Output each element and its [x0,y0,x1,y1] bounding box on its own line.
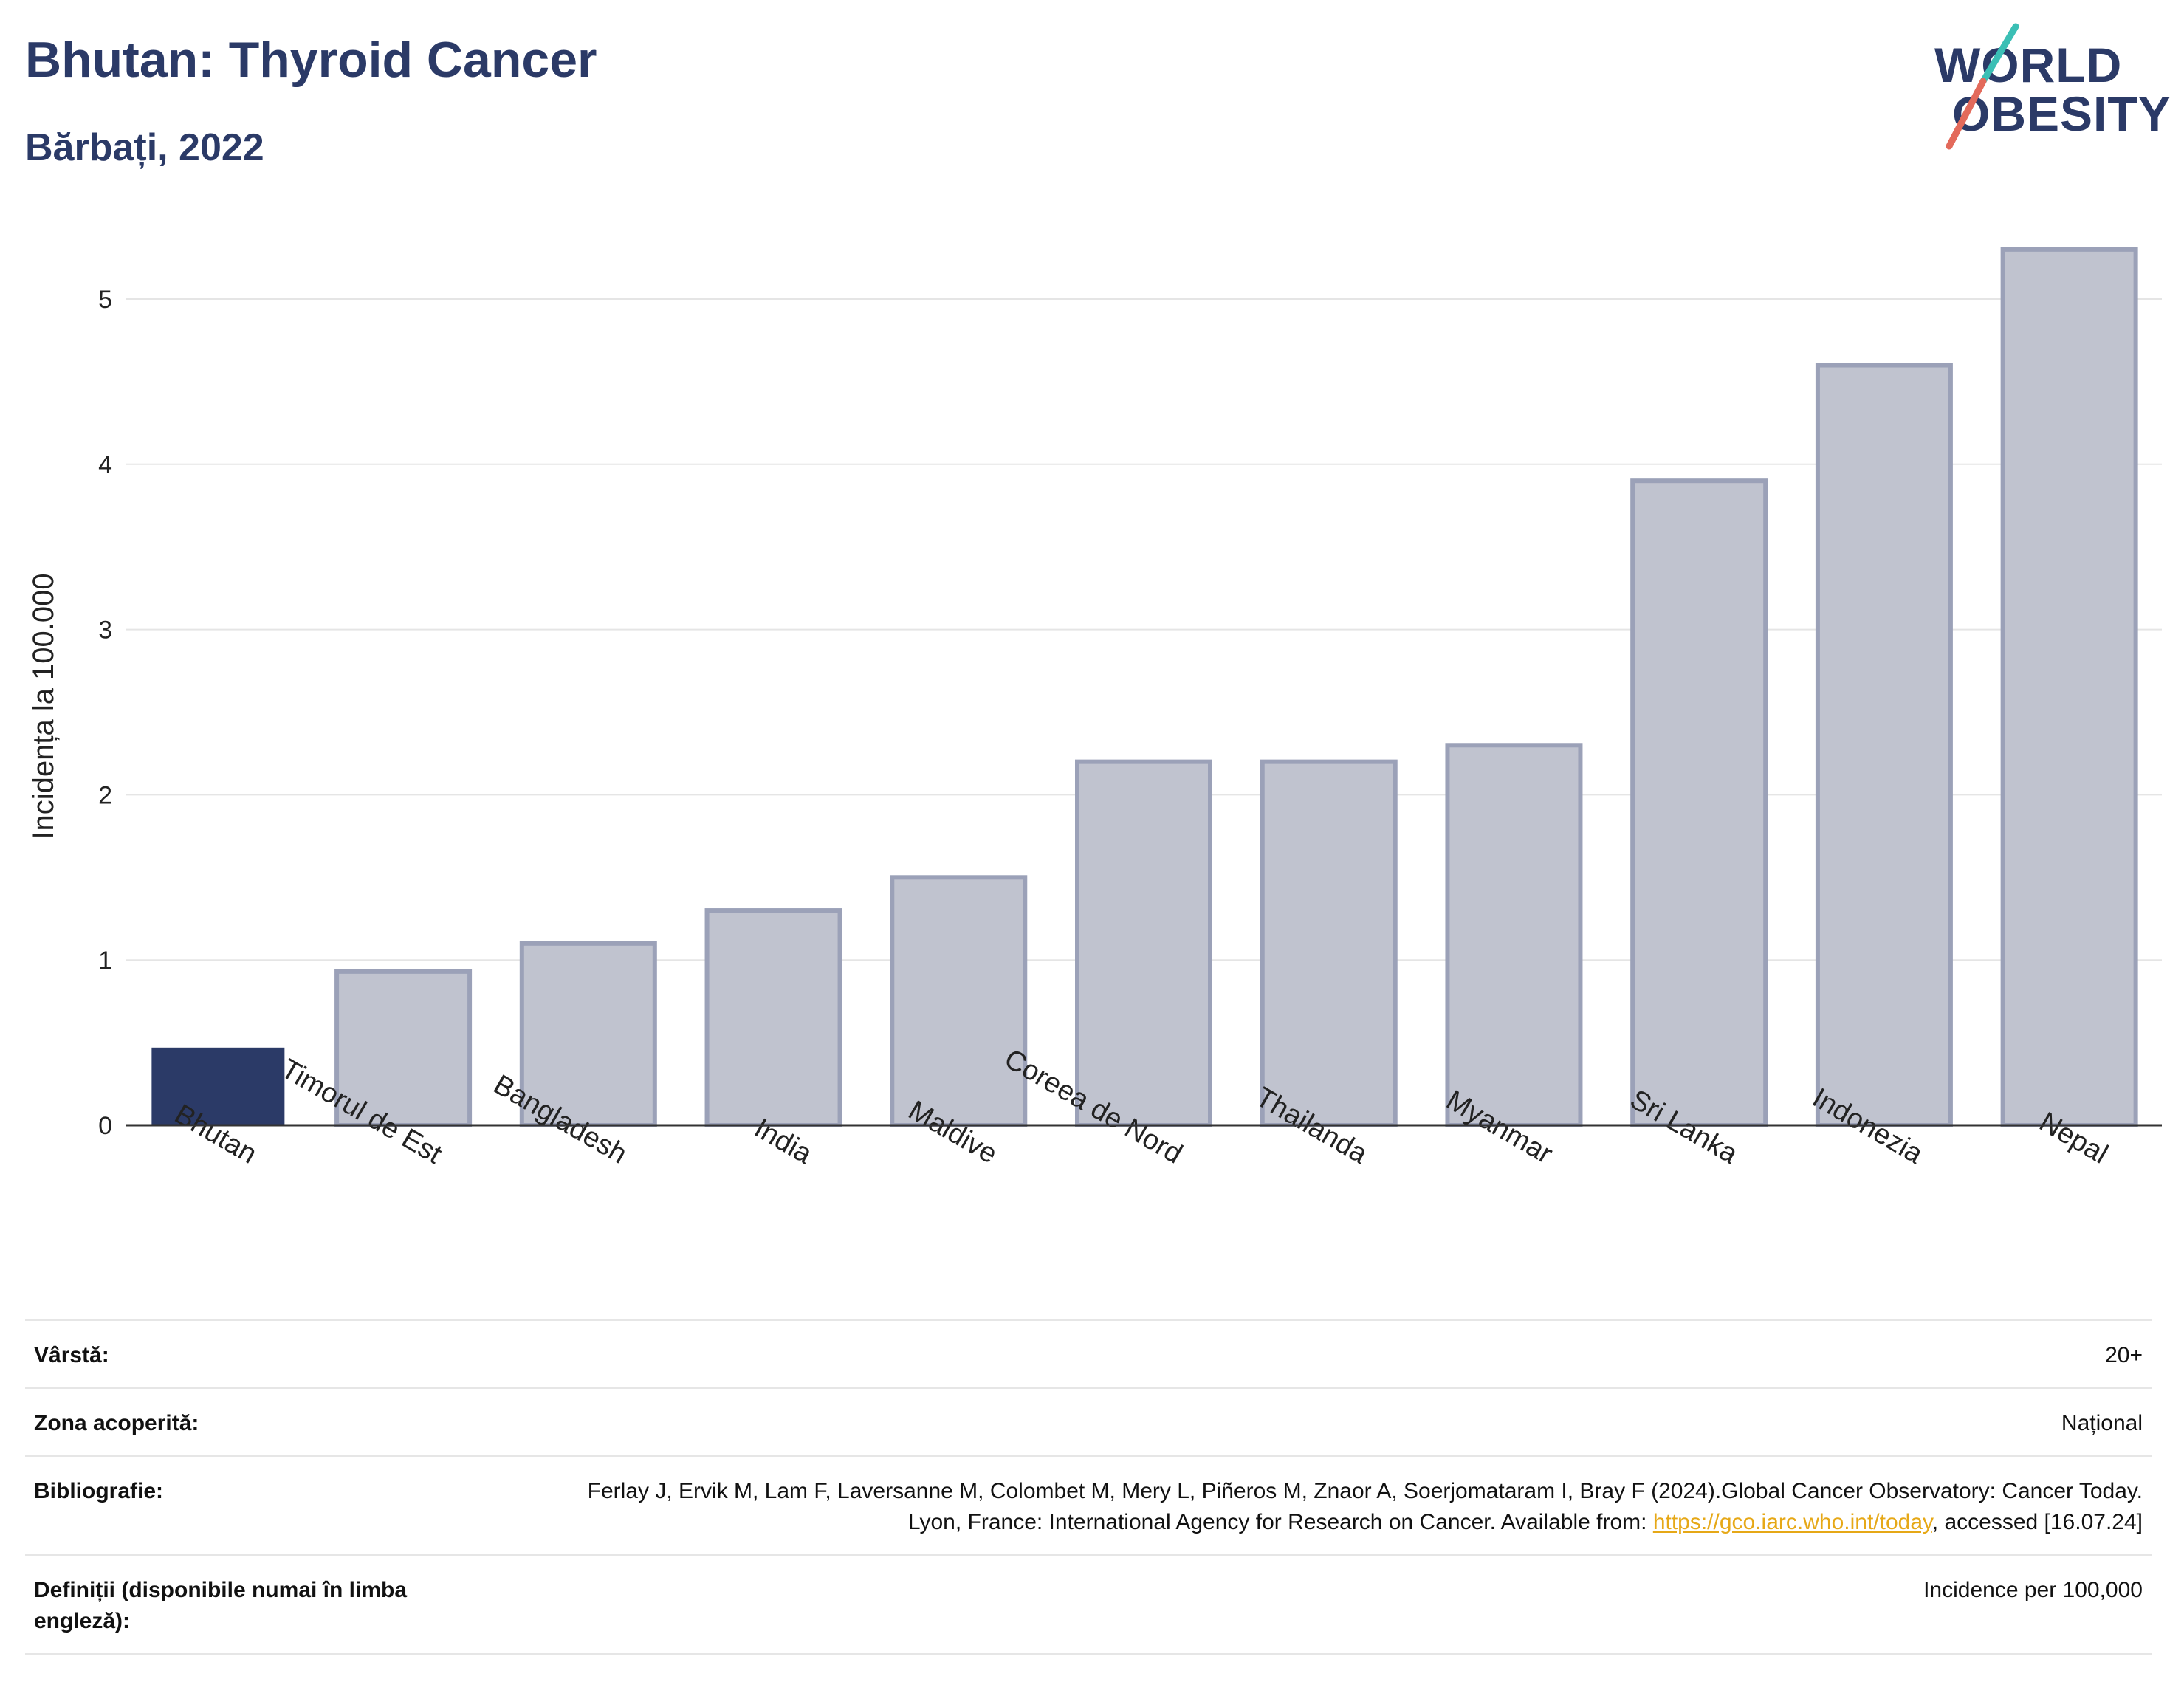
meta-row-coverage: Zona acoperită: Național [25,1387,2152,1455]
world-obesity-logo: WORLD OBESITY [1920,22,2171,155]
y-tick-label: 2 [98,781,112,809]
y-tick-label: 5 [98,286,112,314]
meta-label-age: Vârstă: [34,1343,109,1367]
bar [151,1047,285,1125]
metadata-table: Vârstă: 20+ Zona acoperită: Național Bib… [25,1319,2152,1655]
bar [2000,247,2138,1127]
bar [1630,478,1768,1127]
meta-label-definitions: Definiții (disponibile numai în limba en… [34,1578,408,1633]
page-subtitle: Bărbați, 2022 [25,126,264,169]
meta-row-bibliography: Bibliografie: Ferlay J, Ervik M, Lam F, … [25,1455,2152,1554]
meta-value-bibliography: Ferlay J, Ervik M, Lam F, Laversanne M, … [533,1476,2143,1538]
bar [1445,743,1583,1127]
meta-label-bibliography: Bibliografie: [34,1479,164,1503]
logo-slash-icon [1946,23,2019,150]
bar [1815,363,1953,1127]
page-title: Bhutan: Thyroid Cancer [25,32,597,88]
y-tick-label: 0 [98,1112,112,1140]
meta-value-coverage: Național [2061,1411,2143,1435]
bar [1075,759,1212,1127]
meta-value-age: 20+ [2105,1343,2143,1367]
bar [890,875,1028,1128]
meta-value-definitions: Incidence per 100,000 [1923,1578,2143,1602]
bar [704,908,842,1128]
meta-row-age: Vârstă: 20+ [25,1319,2152,1387]
bib-text-start: Ferlay J, Ervik M, Lam F, Laversanne M, … [587,1479,2143,1534]
meta-label-coverage: Zona acoperită: [34,1411,199,1435]
logo-line-2: OBESITY [1952,86,2171,141]
bar [1260,759,1398,1127]
y-tick-label: 3 [98,617,112,645]
logo-line-1: WORLD [1934,38,2123,92]
bib-link[interactable]: https://gco.iarc.who.int/today [1652,1510,1932,1534]
y-tick-label: 4 [98,451,112,479]
y-tick-label: 1 [98,947,112,975]
y-axis-label: Incidența la 100.000 [27,573,60,839]
meta-row-definitions: Definiții (disponibile numai în limba en… [25,1554,2152,1655]
bib-text-end: , accessed [16.07.24] [1931,1510,2143,1534]
